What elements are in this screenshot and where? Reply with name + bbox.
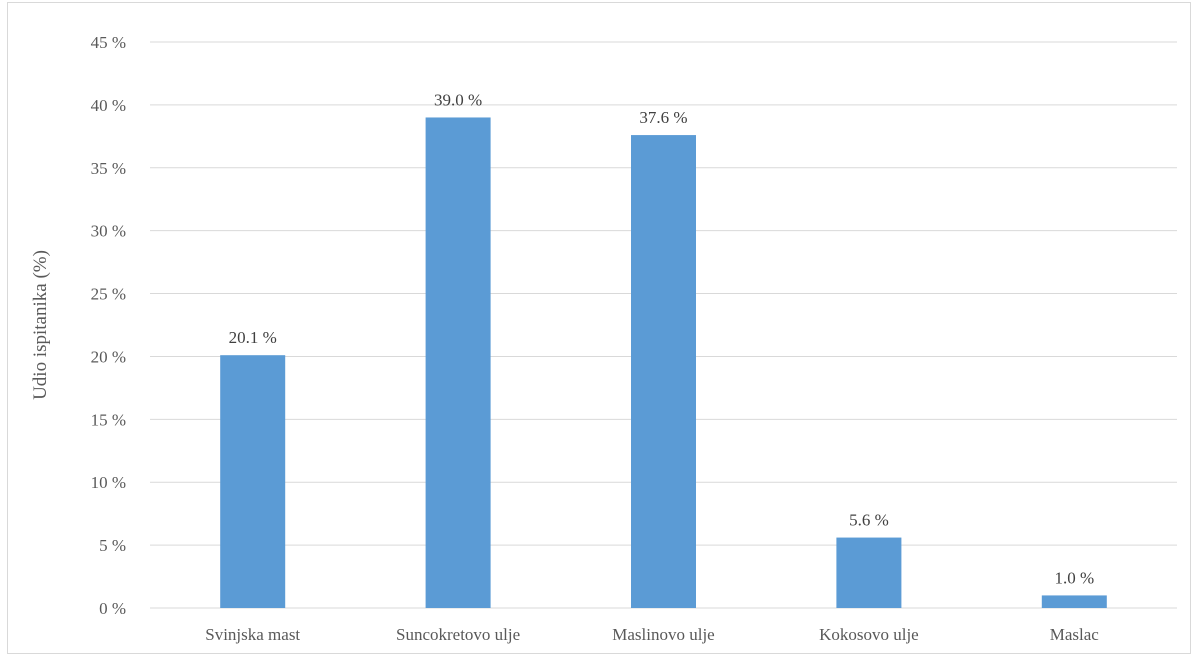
data-label: 37.6 %: [639, 108, 687, 127]
y-tick-label: 15 %: [91, 410, 126, 429]
y-tick-label: 45 %: [91, 33, 126, 52]
bar: [220, 355, 286, 608]
x-tick-label: Maslac: [1050, 625, 1100, 644]
grid-lines: [150, 41, 1177, 609]
x-tick-label: Kokosovo ulje: [819, 625, 919, 644]
y-tick-label: 10 %: [91, 473, 126, 492]
x-tick-label: Svinjska mast: [205, 625, 300, 644]
y-tick-label: 20 %: [91, 347, 126, 366]
y-tick-label: 0 %: [99, 599, 126, 618]
bars: [220, 117, 1107, 608]
x-axis-labels: Svinjska mast Suncokretovo ulje Maslinovo …: [205, 625, 1099, 644]
y-tick-label: 25 %: [91, 285, 126, 304]
data-labels: 20.1 % 39.0 % 37.6 % 5.6 % 1.0 %: [229, 90, 1095, 587]
y-tick-label: 5 %: [99, 536, 126, 555]
bar: [425, 117, 491, 608]
data-label: 1.0 %: [1054, 568, 1094, 587]
bar: [836, 537, 902, 608]
bar: [1041, 595, 1107, 608]
data-label: 20.1 %: [229, 328, 277, 347]
y-tick-label: 35 %: [91, 159, 126, 178]
x-tick-label: Maslinovo ulje: [612, 625, 714, 644]
y-axis-title: Udio ispitanika (%): [30, 250, 51, 400]
data-label: 39.0 %: [434, 90, 482, 109]
x-tick-label: Suncokretovo ulje: [396, 625, 520, 644]
y-tick-label: 40 %: [91, 96, 126, 115]
y-axis-ticks: 0 % 5 % 10 % 15 % 20 % 25 % 30 % 35 % 40 % 45 %: [91, 33, 126, 618]
data-label: 5.6 %: [849, 511, 889, 530]
y-tick-label: 30 %: [91, 222, 126, 241]
bar: [631, 135, 696, 608]
